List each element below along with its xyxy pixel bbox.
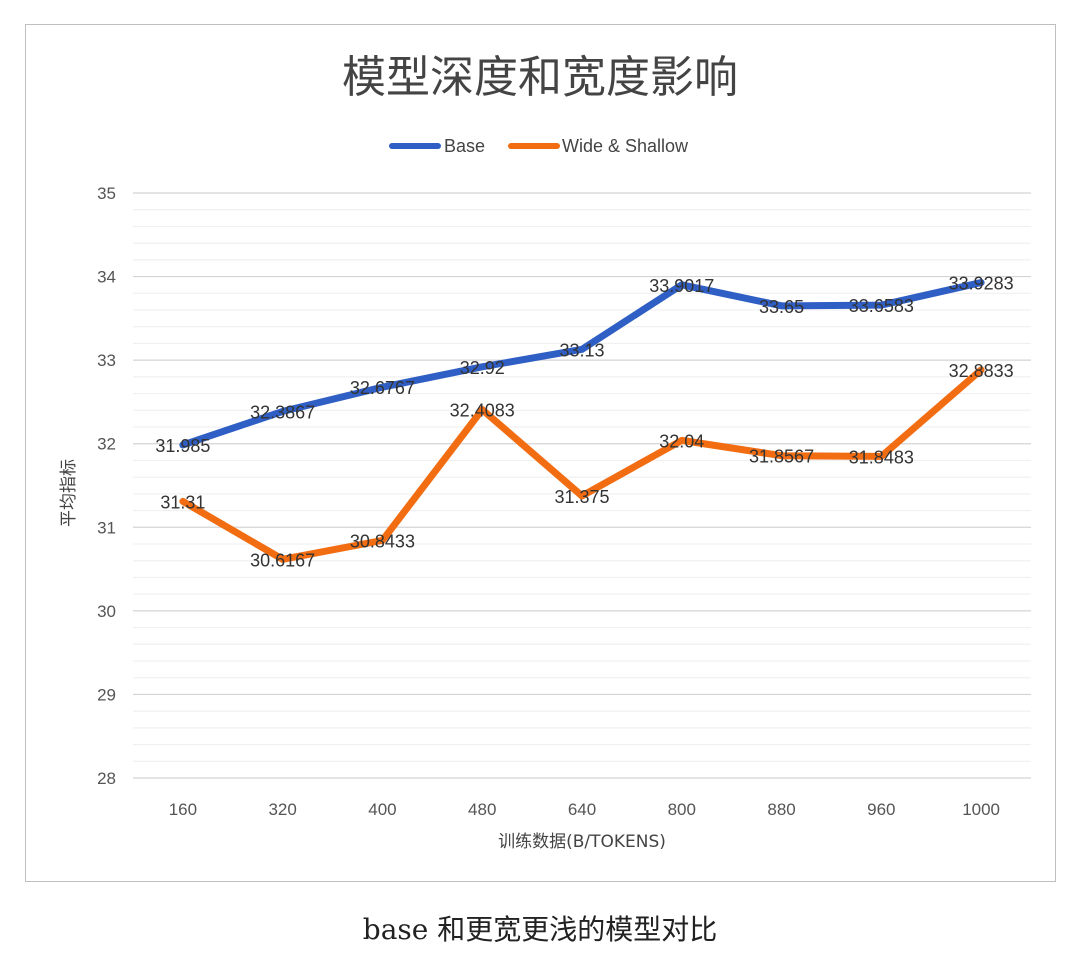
x-tick-label: 400 xyxy=(368,800,396,819)
data-label: 33.9017 xyxy=(649,276,714,296)
x-tick-label: 880 xyxy=(767,800,795,819)
data-label: 32.4083 xyxy=(450,401,515,421)
x-axis-label: 训练数据(B/TOKENS) xyxy=(498,832,666,852)
data-label: 31.8483 xyxy=(849,447,914,467)
legend-label: Base xyxy=(444,136,485,156)
y-axis-label: 平均指标 xyxy=(59,459,79,527)
x-tick-label: 640 xyxy=(568,800,596,819)
data-label: 33.65 xyxy=(759,297,804,317)
data-label: 32.04 xyxy=(659,431,704,451)
x-tick-label: 1000 xyxy=(962,800,1000,819)
data-label: 30.8433 xyxy=(350,531,415,551)
data-label: 31.375 xyxy=(554,487,609,507)
data-label: 32.6767 xyxy=(350,378,415,398)
x-tick-label: 800 xyxy=(668,800,696,819)
y-tick-label: 29 xyxy=(97,685,116,704)
x-tick-label: 320 xyxy=(268,800,296,819)
y-tick-label: 30 xyxy=(97,602,116,621)
y-axis-ticks: 28 29 30 31 32 33 34 35 xyxy=(97,184,116,788)
y-tick-label: 33 xyxy=(97,351,116,370)
data-label: 31.985 xyxy=(155,436,210,456)
major-gridlines xyxy=(133,192,1031,779)
chart-title: 模型深度和宽度影响 xyxy=(342,52,738,103)
data-label: 31.8567 xyxy=(749,447,814,467)
y-tick-label: 35 xyxy=(97,184,116,203)
data-label: 32.92 xyxy=(460,358,505,378)
series-line-base xyxy=(179,279,985,449)
data-label: 31.31 xyxy=(160,492,205,512)
x-tick-label: 160 xyxy=(169,800,197,819)
x-tick-label: 960 xyxy=(867,800,895,819)
legend-label: Wide & Shallow xyxy=(562,136,689,156)
data-label: 33.9283 xyxy=(949,274,1014,294)
y-tick-label: 31 xyxy=(97,518,116,537)
x-tick-label: 480 xyxy=(468,800,496,819)
data-label: 33.6583 xyxy=(849,296,914,316)
figure-caption: base 和更宽更浅的模型对比 xyxy=(362,913,718,946)
minor-gridlines xyxy=(133,209,1031,762)
data-label: 32.3867 xyxy=(250,402,315,422)
y-tick-label: 32 xyxy=(97,435,116,454)
series-lines xyxy=(179,279,985,563)
series-line-wide-shallow xyxy=(179,366,985,563)
line-chart: 模型深度和宽度影响 Base Wide & Shallow 28 29 30 31 32 3… xyxy=(59,52,1031,852)
chart-frame: 模型深度和宽度影响 Base Wide & Shallow 28 29 30 31 32 3… xyxy=(25,24,1056,882)
y-tick-label: 34 xyxy=(97,268,116,287)
y-tick-label: 28 xyxy=(97,769,116,788)
data-labels: 31.985 32.3867 32.6767 32.92 33.13 33.9017 33.… xyxy=(155,274,1013,571)
data-label: 30.6167 xyxy=(250,550,315,570)
data-label: 33.13 xyxy=(559,340,604,360)
data-label: 32.8833 xyxy=(949,361,1014,381)
x-axis-ticks: 160 320 400 480 640 800 880 960 1000 xyxy=(169,800,1000,819)
legend: Base Wide & Shallow xyxy=(389,136,689,156)
